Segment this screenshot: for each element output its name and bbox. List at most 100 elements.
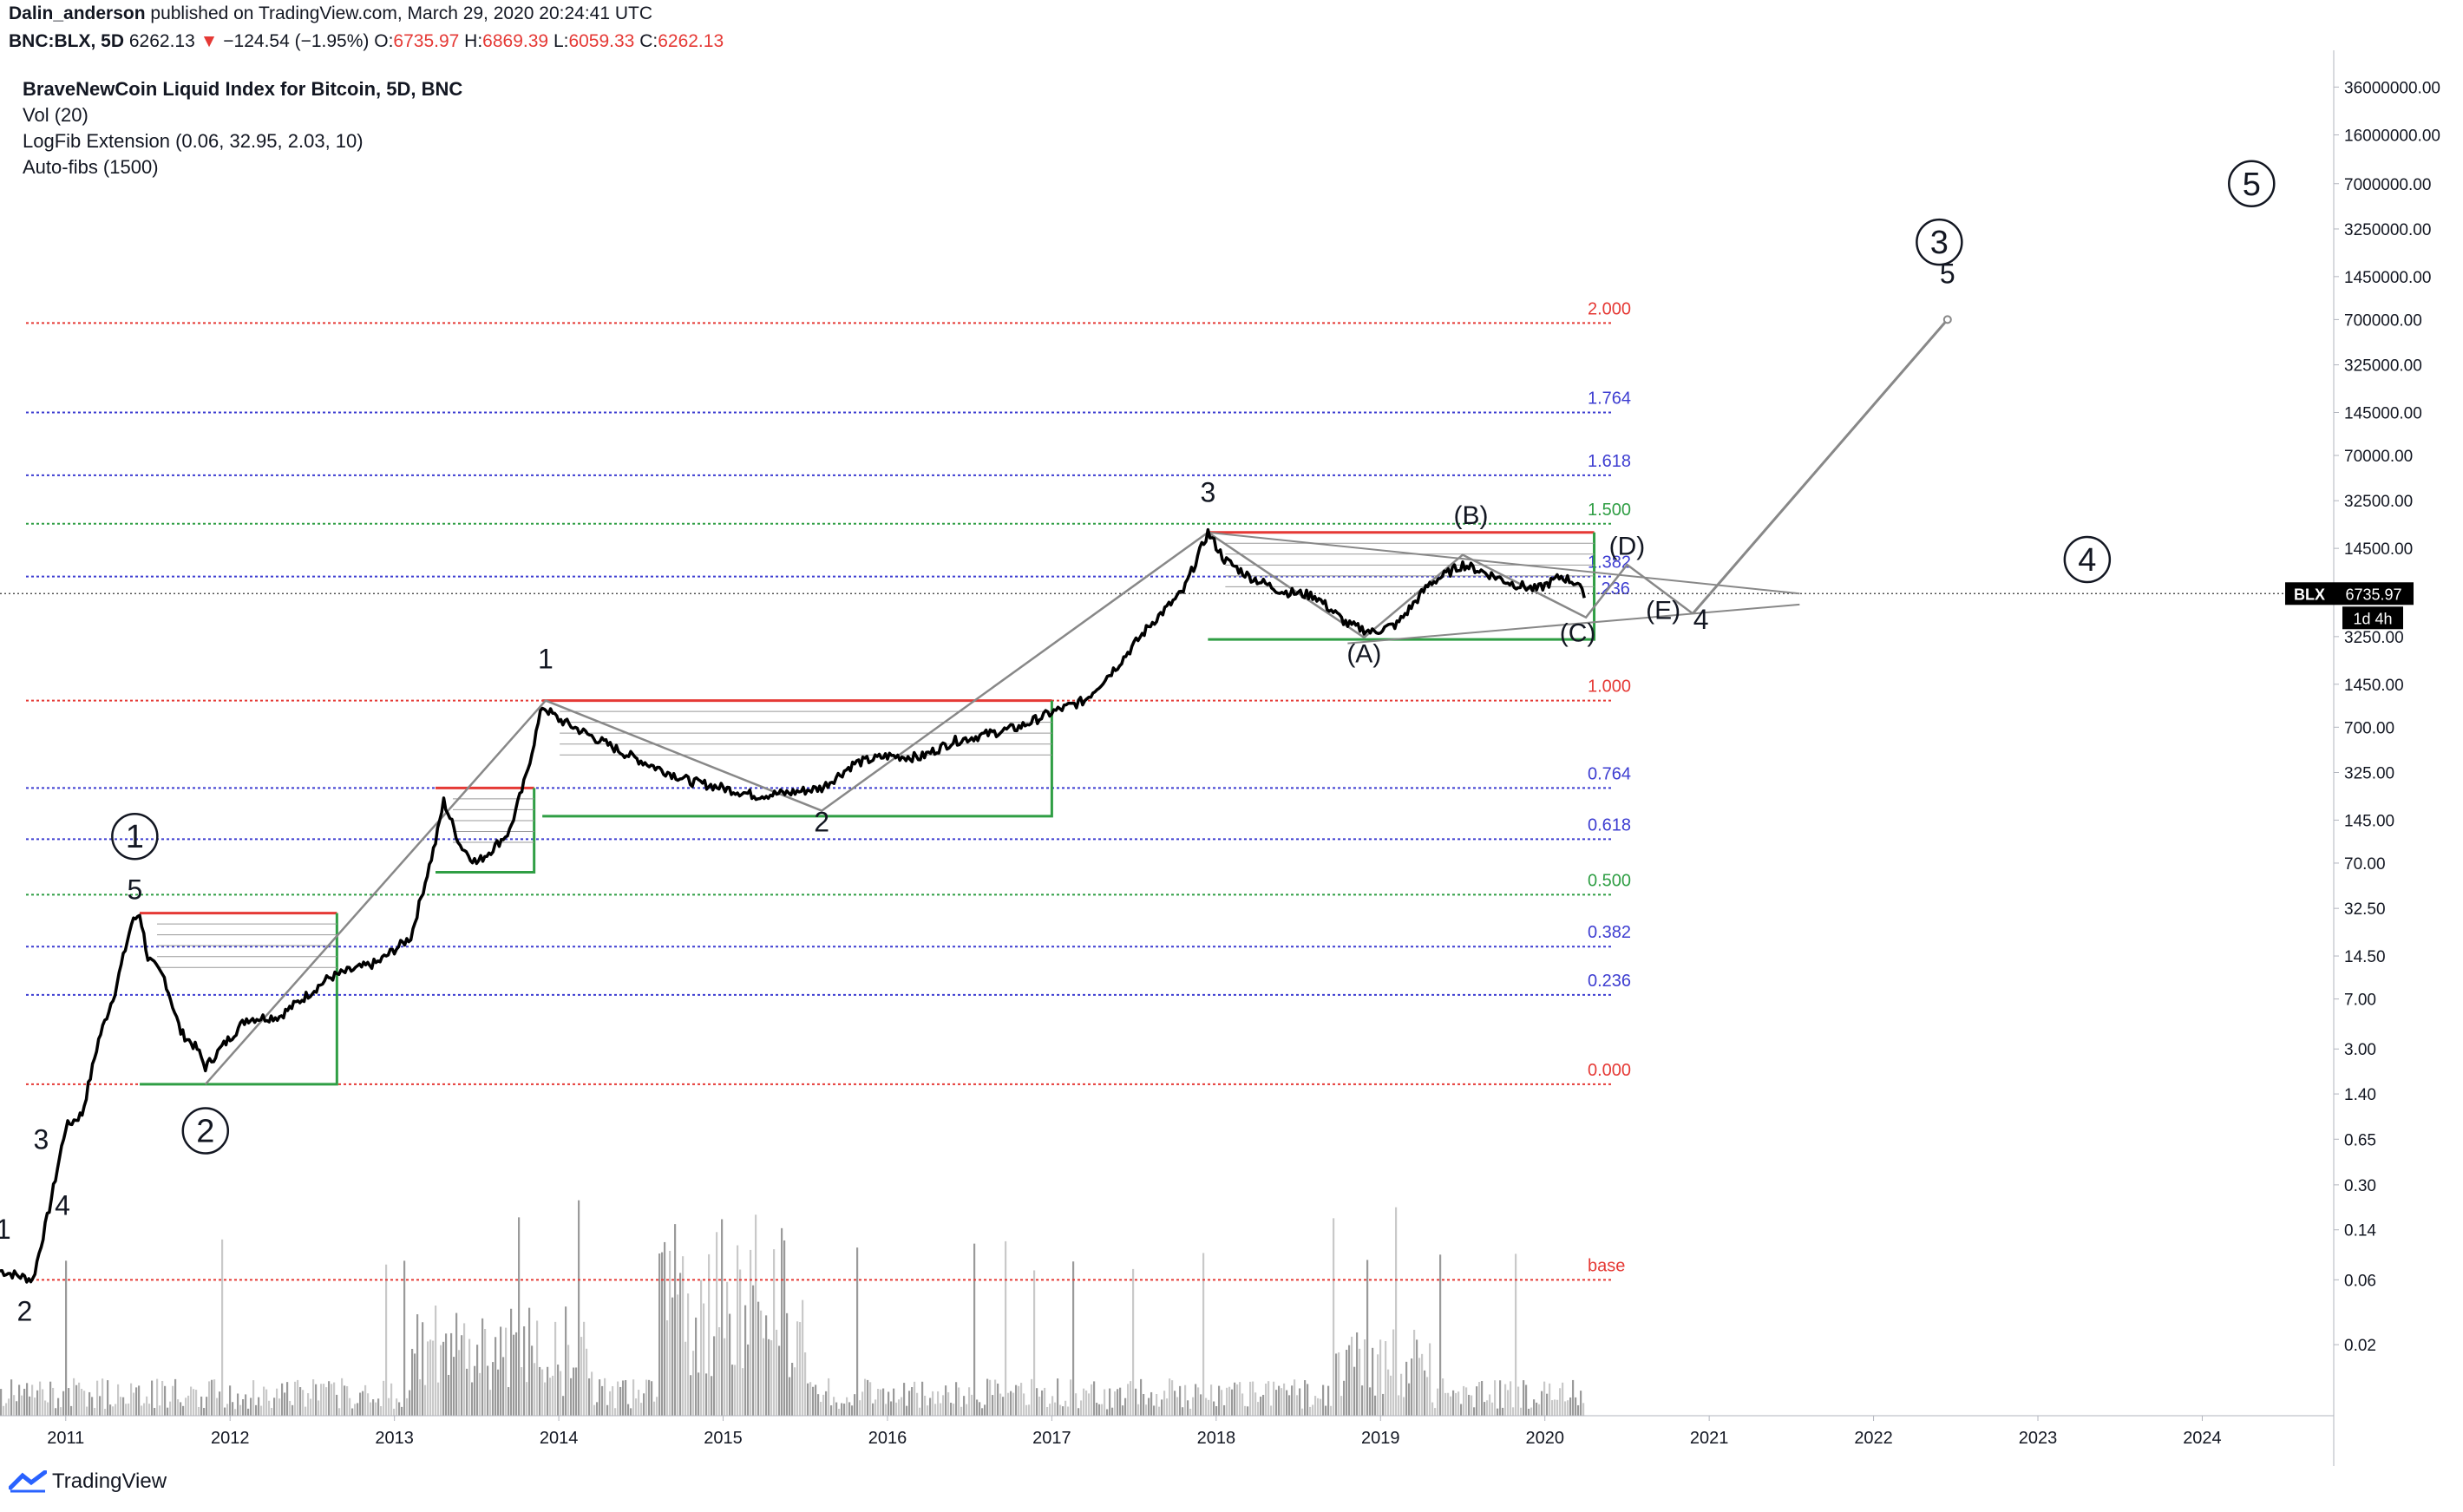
- volume-bar: [406, 1397, 409, 1416]
- volume-bar: [929, 1397, 932, 1416]
- volume-bar: [1148, 1397, 1150, 1416]
- volume-bar: [83, 1391, 86, 1416]
- volume-bar: [1484, 1402, 1486, 1416]
- wave-labels: 1 2 3 4 5 1 2 3 4 5 (A) (B) (C) (D) (E) 1 2 3 4 5: [0, 160, 2276, 1327]
- volume-bar: [822, 1394, 825, 1416]
- volume-bar: [1465, 1387, 1468, 1416]
- volume-bar: [1070, 1379, 1072, 1416]
- volume-bar: [692, 1351, 695, 1416]
- volume-bar: [747, 1344, 750, 1416]
- volume-bar: [62, 1391, 65, 1416]
- volume-bar: [1564, 1401, 1567, 1416]
- volume-bar: [1268, 1381, 1270, 1416]
- volume-bar: [427, 1341, 429, 1416]
- author-name[interactable]: Dalin_anderson: [9, 3, 146, 23]
- volume-bar: [1481, 1381, 1484, 1416]
- price-line: [0, 527, 1586, 1284]
- price-series: [0, 527, 1586, 1284]
- volume-bar: [393, 1408, 396, 1416]
- volume-bar: [91, 1397, 94, 1416]
- volume-bar: [1411, 1358, 1413, 1416]
- volume-bar: [979, 1402, 981, 1416]
- circled-wave-4-ring: [2063, 535, 2112, 584]
- volume-bar: [34, 1397, 36, 1416]
- volume-bar: [687, 1293, 690, 1416]
- volume-bar: [1546, 1393, 1549, 1416]
- legend-series-title[interactable]: BraveNewCoin Liquid Index for Bitcoin, 5…: [23, 78, 463, 100]
- volume-bar: [291, 1404, 294, 1416]
- volume-bar: [1525, 1384, 1528, 1416]
- volume-bar: [1538, 1404, 1541, 1416]
- volume-bar: [731, 1365, 734, 1416]
- volume-bar: [742, 1368, 744, 1416]
- volume-bar: [23, 1388, 26, 1416]
- volume-bar: [1580, 1391, 1582, 1416]
- volume-bar: [86, 1406, 88, 1416]
- volume-bar: [617, 1381, 619, 1416]
- volume-bar: [966, 1404, 968, 1416]
- volume-bar: [828, 1378, 830, 1416]
- fib-label-0.236: 0.236: [1588, 972, 1631, 991]
- volume-bar: [68, 1388, 70, 1416]
- volume-bar: [947, 1392, 950, 1416]
- volume-bar: [338, 1408, 341, 1416]
- volume-bar: [1025, 1404, 1028, 1416]
- open-value: 6735.97: [393, 31, 460, 51]
- volume-bar: [1122, 1405, 1124, 1416]
- volume-bars: [0, 1200, 1585, 1416]
- y-tick-label: 700.00: [2344, 719, 2394, 737]
- volume-bar: [942, 1395, 945, 1416]
- volume-bar: [299, 1387, 302, 1416]
- volume-bar: [820, 1401, 822, 1416]
- x-tick-label: 2024: [2183, 1429, 2222, 1448]
- volume-bar: [1431, 1402, 1434, 1416]
- volume-bar: [351, 1408, 354, 1416]
- volume-bar: [1452, 1390, 1455, 1416]
- volume-bar: [237, 1393, 239, 1416]
- volume-bar: [1444, 1392, 1447, 1416]
- legend-volume[interactable]: Vol (20): [23, 104, 88, 126]
- volume-bar: [1247, 1406, 1249, 1416]
- volume-bar: [242, 1399, 245, 1416]
- volume-bar: [448, 1374, 450, 1416]
- circled-wave-3: 3: [1930, 225, 1949, 261]
- volume-bar: [1418, 1358, 1421, 1416]
- volume-bar: [958, 1387, 960, 1416]
- price-tag-countdown-bg: [2342, 606, 2403, 630]
- volume-bar: [81, 1388, 83, 1416]
- volume-bar: [1299, 1388, 1301, 1416]
- volume-bar: [1208, 1399, 1210, 1416]
- volume-bar: [258, 1397, 260, 1416]
- wave5-projection-line: [1692, 318, 1949, 615]
- legend-logfib[interactable]: LogFib Extension (0.06, 32.95, 2.03, 10): [23, 130, 364, 152]
- footer-brand[interactable]: TradingView: [9, 1469, 167, 1494]
- ohlc-bar: BNC:BLX, 5D 6262.13 ▼ −124.54 (−1.95%) O…: [9, 31, 724, 52]
- volume-bar: [945, 1385, 947, 1416]
- volume-bar: [416, 1314, 419, 1416]
- volume-bar: [1413, 1329, 1416, 1416]
- volume-bar: [497, 1369, 500, 1416]
- volume-bar: [1031, 1378, 1033, 1416]
- volume-bar: [1551, 1400, 1554, 1416]
- volume-bar: [580, 1337, 583, 1416]
- y-tick-label: 325000.00: [2344, 357, 2422, 376]
- volume-bar: [674, 1224, 677, 1416]
- volume-bar: [950, 1403, 953, 1416]
- volume-bar: [1213, 1401, 1215, 1416]
- volume-bar: [1088, 1393, 1091, 1416]
- volume-bar: [1046, 1406, 1049, 1416]
- volume-bar: [1005, 1240, 1007, 1416]
- volume-bar: [1312, 1404, 1314, 1416]
- volume-bar: [1424, 1370, 1426, 1416]
- legend-autofibs[interactable]: Auto-fibs (1500): [23, 156, 159, 178]
- volume-bar: [16, 1401, 18, 1416]
- volume-bar: [1153, 1405, 1156, 1416]
- volume-bar: [835, 1402, 838, 1416]
- volume-bar: [1398, 1395, 1400, 1416]
- volume-bar: [78, 1382, 81, 1416]
- volume-bar: [937, 1391, 940, 1416]
- x-tick-label: 2012: [211, 1429, 250, 1448]
- volume-bar: [1062, 1406, 1064, 1416]
- volume-bar: [586, 1348, 588, 1416]
- volume-bar: [864, 1378, 867, 1416]
